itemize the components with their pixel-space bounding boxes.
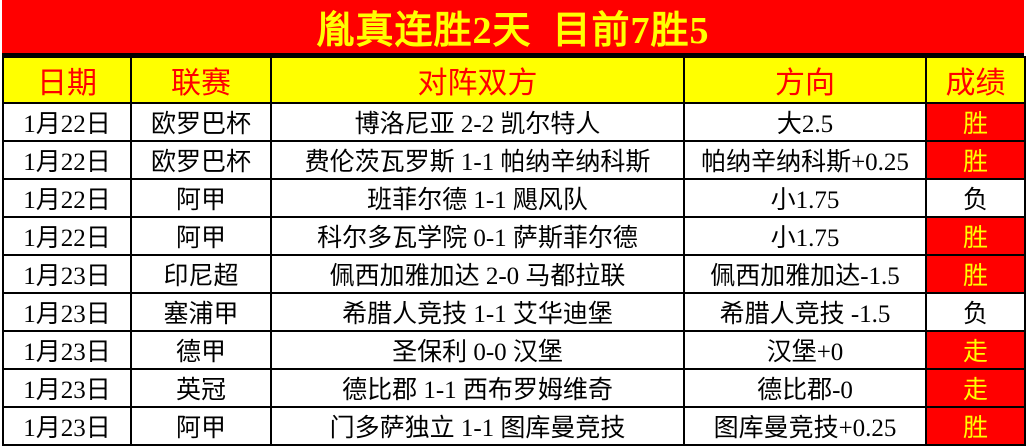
cell-date: 1月22日	[2, 178, 132, 218]
header-direction: 方向	[683, 56, 927, 104]
cell-result: 胜	[925, 216, 1026, 256]
cell-match: 科尔多瓦学院 0-1 萨斯菲尔德	[270, 216, 685, 256]
title-banner: 胤真连胜2天 目前7胜5	[2, 0, 1024, 56]
cell-direction: 大2.5	[683, 102, 927, 142]
cell-league: 欧罗巴杯	[130, 102, 272, 142]
cell-match: 德比郡 1-1 西布罗姆维奇	[270, 368, 685, 408]
header-result: 成绩	[925, 56, 1026, 104]
cell-result: 走	[925, 368, 1026, 408]
cell-match: 圣保利 0-0 汉堡	[270, 330, 685, 370]
cell-date: 1月22日	[2, 140, 132, 180]
table-row: 1月23日 英冠 德比郡 1-1 西布罗姆维奇 德比郡-0 走	[2, 368, 1026, 408]
cell-league: 欧罗巴杯	[130, 140, 272, 180]
results-table-header: 日期 联赛 对阵双方 方向 成绩	[2, 56, 1026, 104]
cell-match: 佩西加雅加达 2-0 马都拉联	[270, 254, 685, 294]
table-row: 1月22日 阿甲 班菲尔德 1-1 飓风队 小1.75 负	[2, 178, 1026, 218]
results-table: 日期 联赛 对阵双方 方向 成绩 1月22日 欧罗巴杯 博洛尼亚 2-2 凯尔特…	[2, 56, 1026, 446]
cell-match: 希腊人竞技 1-1 艾华迪堡	[270, 292, 685, 332]
header-league: 联赛	[130, 56, 272, 104]
cell-league: 塞浦甲	[130, 292, 272, 332]
header-row: 日期 联赛 对阵双方 方向 成绩	[2, 56, 1026, 104]
cell-direction: 希腊人竞技 -1.5	[683, 292, 927, 332]
page-title: 胤真连胜2天 目前7胜5	[316, 10, 710, 52]
cell-date: 1月23日	[2, 254, 132, 294]
header-match: 对阵双方	[270, 56, 685, 104]
cell-match: 班菲尔德 1-1 飓风队	[270, 178, 685, 218]
cell-direction: 帕纳辛纳科斯+0.25	[683, 140, 927, 180]
cell-result: 胜	[925, 254, 1026, 294]
cell-date: 1月22日	[2, 102, 132, 142]
table-row: 1月22日 欧罗巴杯 费伦茨瓦罗斯 1-1 帕纳辛纳科斯 帕纳辛纳科斯+0.25…	[2, 140, 1026, 180]
cell-league: 英冠	[130, 368, 272, 408]
cell-league: 阿甲	[130, 178, 272, 218]
header-date: 日期	[2, 56, 132, 104]
cell-result: 负	[925, 292, 1026, 332]
cell-match: 博洛尼亚 2-2 凯尔特人	[270, 102, 685, 142]
table-row: 1月23日 德甲 圣保利 0-0 汉堡 汉堡+0 走	[2, 330, 1026, 370]
cell-result: 胜	[925, 140, 1026, 180]
cell-result: 负	[925, 178, 1026, 218]
cell-direction: 小1.75	[683, 178, 927, 218]
cell-direction: 小1.75	[683, 216, 927, 256]
results-table-body: 1月22日 欧罗巴杯 博洛尼亚 2-2 凯尔特人 大2.5 胜 1月22日 欧罗…	[2, 102, 1026, 446]
cell-league: 德甲	[130, 330, 272, 370]
table-row: 1月22日 阿甲 科尔多瓦学院 0-1 萨斯菲尔德 小1.75 胜	[2, 216, 1026, 256]
cell-direction: 佩西加雅加达-1.5	[683, 254, 927, 294]
cell-result: 走	[925, 330, 1026, 370]
cell-league: 印尼超	[130, 254, 272, 294]
table-row: 1月22日 欧罗巴杯 博洛尼亚 2-2 凯尔特人 大2.5 胜	[2, 102, 1026, 142]
cell-direction: 汉堡+0	[683, 330, 927, 370]
cell-result: 胜	[925, 102, 1026, 142]
table-row: 1月23日 塞浦甲 希腊人竞技 1-1 艾华迪堡 希腊人竞技 -1.5 负	[2, 292, 1026, 332]
cell-date: 1月23日	[2, 292, 132, 332]
cell-direction: 德比郡-0	[683, 368, 927, 408]
cell-date: 1月22日	[2, 216, 132, 256]
table-row: 1月23日 印尼超 佩西加雅加达 2-0 马都拉联 佩西加雅加达-1.5 胜	[2, 254, 1026, 294]
cell-league: 阿甲	[130, 216, 272, 256]
cell-date: 1月23日	[2, 330, 132, 370]
cell-match: 费伦茨瓦罗斯 1-1 帕纳辛纳科斯	[270, 140, 685, 180]
cell-date: 1月23日	[2, 368, 132, 408]
